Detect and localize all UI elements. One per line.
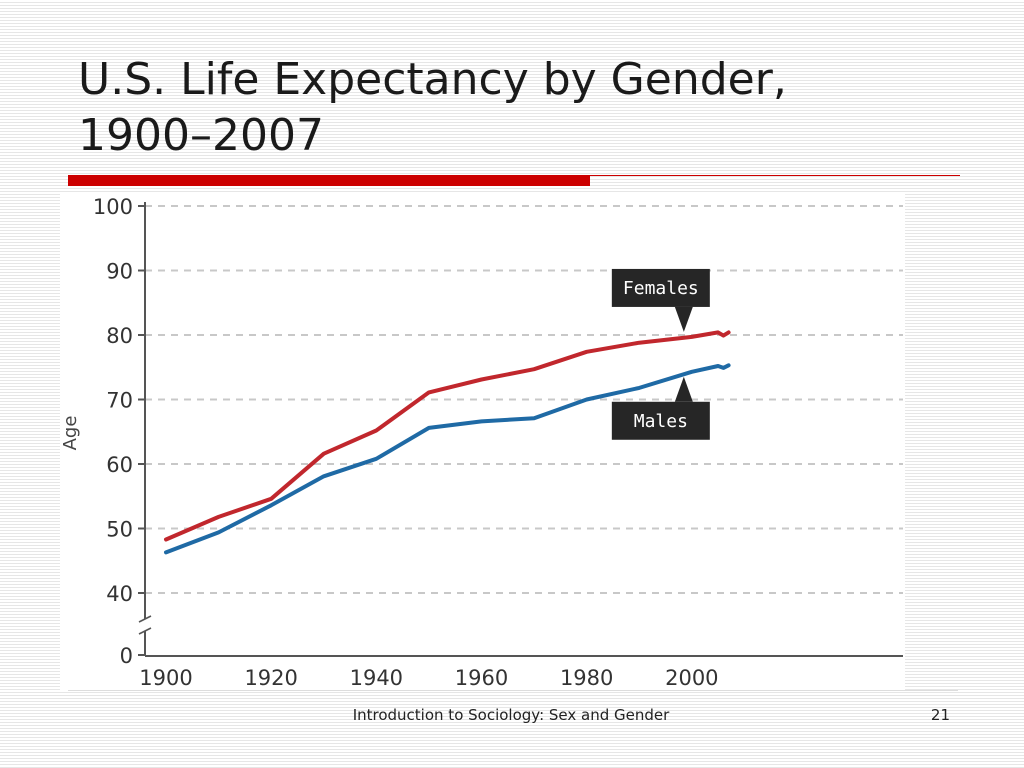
title-line-1: U.S. Life Expectancy by Gender, bbox=[78, 54, 787, 105]
slide-title: U.S. Life Expectancy by Gender, 1900–200… bbox=[78, 52, 958, 164]
callout-males-label: Males bbox=[634, 411, 688, 432]
callout-females-box bbox=[611, 268, 710, 307]
y-tick-label-50: 50 bbox=[106, 518, 133, 542]
title-line-2: 1900–2007 bbox=[78, 110, 324, 161]
axis-break-mark-1 bbox=[138, 615, 152, 623]
callout-males-pointer bbox=[674, 376, 693, 402]
y-tick-label-0: 0 bbox=[120, 644, 133, 668]
callout-males-box bbox=[611, 401, 710, 440]
life-expectancy-chart: 0 40 50 60 70 80 90 100 1900 1920 1940 1960 1980 2000… bbox=[60, 195, 903, 690]
y-axis-label: Age bbox=[60, 416, 81, 451]
footer-course-title: Introduction to Sociology: Sex and Gende… bbox=[352, 706, 670, 724]
x-tick-label-1920: 1920 bbox=[244, 666, 297, 690]
callout-females-pointer bbox=[674, 306, 693, 332]
x-tick-label-1980: 1980 bbox=[560, 666, 613, 690]
x-tick-label-1900: 1900 bbox=[139, 666, 192, 690]
series-line-males bbox=[164, 363, 731, 555]
title-underline-thick bbox=[68, 175, 590, 186]
slide-number: 21 bbox=[930, 706, 950, 724]
x-tick-label-1960: 1960 bbox=[455, 666, 508, 690]
chart-panel: 0 40 50 60 70 80 90 100 1900 1920 1940 1960 1980 2000… bbox=[60, 193, 905, 690]
callout-females-label: Females bbox=[623, 278, 699, 299]
axis-break-mark-2 bbox=[138, 627, 152, 635]
title-underline-thin bbox=[590, 175, 960, 176]
footer-divider bbox=[68, 690, 958, 691]
series-line-females bbox=[164, 330, 731, 542]
y-tick-label-60: 60 bbox=[106, 453, 133, 477]
y-tick-label-70: 70 bbox=[106, 389, 133, 413]
x-tick-label-1940: 1940 bbox=[350, 666, 403, 690]
y-tick-label-90: 90 bbox=[106, 260, 133, 284]
y-tick-label-100: 100 bbox=[93, 195, 133, 219]
y-tick-label-80: 80 bbox=[106, 324, 133, 348]
y-tick-label-40: 40 bbox=[106, 582, 133, 606]
x-tick-label-2000: 2000 bbox=[665, 666, 718, 690]
